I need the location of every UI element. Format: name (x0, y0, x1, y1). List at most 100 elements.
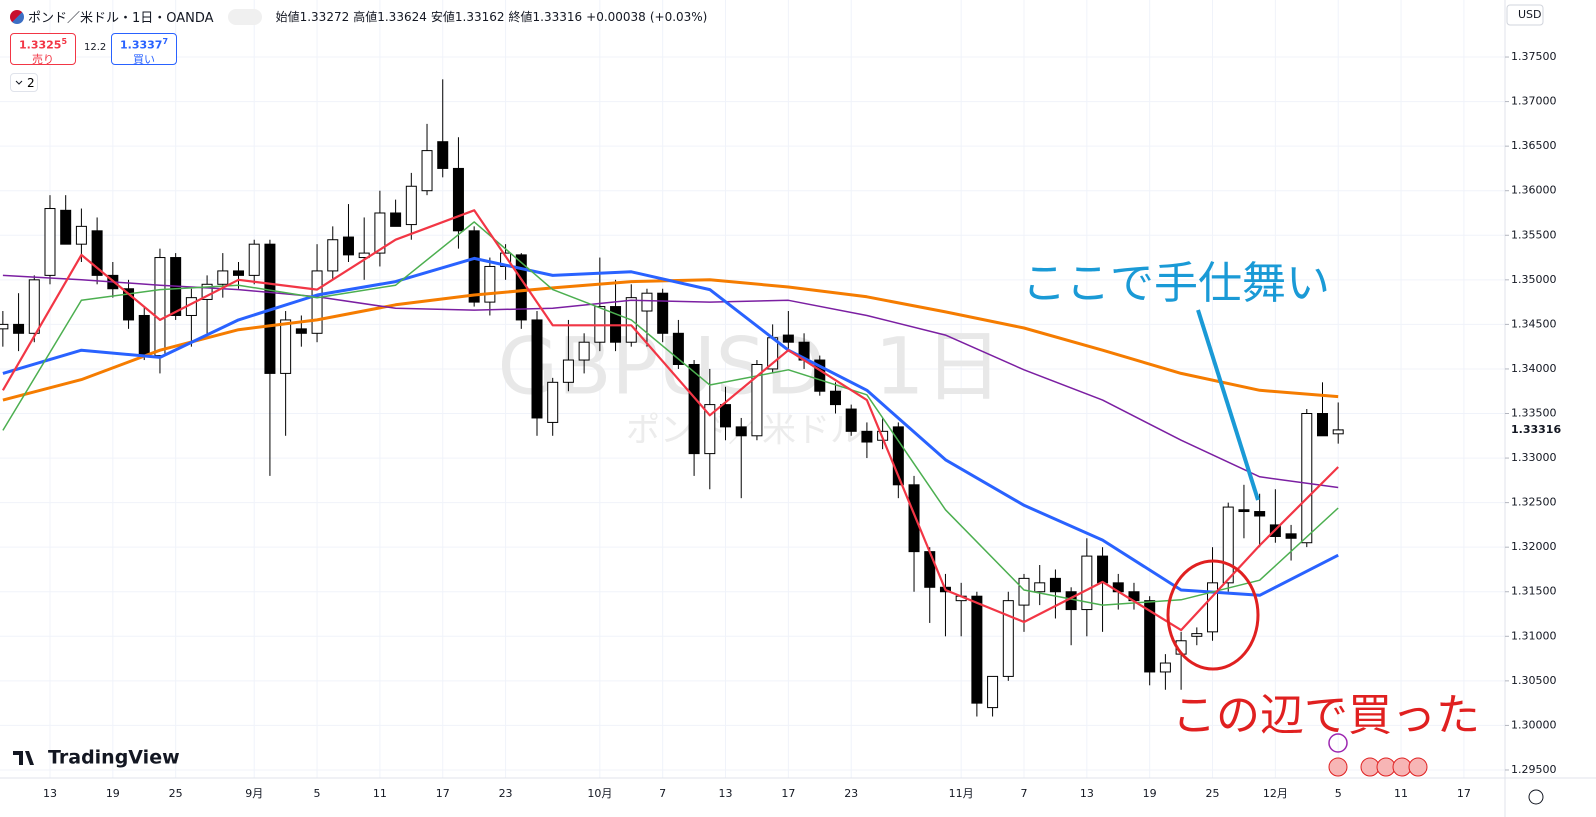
annotation-exit: ここで手仕舞い (1022, 258, 1330, 309)
candle-body (1144, 600, 1156, 673)
y-tick-label: 1.30000 (1511, 718, 1557, 731)
candle-body (91, 230, 103, 276)
candle-body (908, 484, 920, 553)
y-tick-label: 1.33000 (1511, 451, 1557, 464)
y-tick-label: 1.32500 (1511, 496, 1557, 509)
logo: TradingView (13, 747, 180, 769)
moving-average (1, 209, 1339, 632)
candle-body (0, 323, 9, 330)
candle-body (123, 288, 135, 321)
last-price-box (1506, 421, 1564, 438)
currency-button[interactable] (1506, 4, 1544, 26)
x-tick-label: 7 (1021, 787, 1028, 800)
event-flag[interactable] (1360, 757, 1380, 777)
moving-average (2, 274, 1339, 489)
sell-label: 売り (32, 52, 54, 66)
y-tick-label: 1.34500 (1511, 317, 1557, 330)
symbol-title: ポンド／米ドル・1日・OANDA (28, 11, 214, 26)
candle-body (233, 270, 245, 276)
x-tick-label: 13 (43, 787, 57, 800)
y-tick-label: 1.35500 (1511, 228, 1557, 241)
x-tick-label: 11月 (949, 787, 974, 800)
sell-price: 1.3325 (18, 38, 62, 52)
candle-body (390, 212, 402, 227)
low-value: 1.33162 (454, 9, 505, 24)
candle-body (814, 359, 826, 392)
candle-body (1254, 511, 1266, 517)
candle-body (311, 270, 323, 334)
candle-body (1002, 600, 1014, 677)
status-pill (227, 8, 262, 25)
candle-body (421, 150, 433, 192)
watermark-symbol: GBPUSD, 1日 (498, 322, 1003, 412)
high-label: 高値 (353, 10, 378, 24)
event-flag[interactable] (1328, 757, 1348, 777)
candle-body (1316, 413, 1328, 437)
change-pct: (+0.03%) (649, 9, 708, 24)
x-tick-label: 23 (499, 787, 513, 800)
close-value: 1.33316 (532, 9, 583, 24)
buy-button[interactable]: 1.33377 買い (111, 33, 177, 66)
x-tick-label: 7 (659, 787, 666, 800)
candle-body (405, 185, 417, 226)
candle-body (248, 243, 260, 276)
candle-body (924, 551, 936, 588)
brand: TradingView (48, 747, 180, 769)
x-tick-label: 25 (169, 787, 183, 800)
candle-body (704, 404, 716, 455)
candle-body (751, 363, 763, 437)
event-flag[interactable] (1392, 757, 1412, 777)
annotation-entry: この辺で買った (1172, 690, 1480, 741)
chevron (15, 80, 23, 85)
indicators-toggle[interactable]: 2 (10, 73, 38, 92)
event-icon[interactable] (1328, 733, 1348, 753)
candle-body (154, 257, 166, 357)
candle-body (374, 212, 386, 254)
y-tick-label: 1.36000 (1511, 184, 1557, 197)
x-tick-label: 19 (1143, 787, 1157, 800)
event-flag[interactable] (1376, 757, 1396, 777)
candle-body (782, 334, 794, 343)
candle-body (60, 209, 72, 245)
x-tick-label: 17 (781, 787, 795, 800)
candle-body (971, 595, 983, 704)
candle-body (327, 239, 339, 272)
header: ポンド／米ドル・1日・OANDA 始値 1.33272 高値 1.33624 安値 1… (10, 7, 707, 26)
x-tick-label: 10月 (587, 787, 612, 800)
candle-body (342, 236, 354, 256)
candle-body (672, 332, 684, 365)
candle-body (484, 265, 496, 303)
candle-body (892, 426, 904, 486)
y-tick-label: 1.33500 (1511, 407, 1557, 420)
x-tick-label: 13 (719, 787, 733, 800)
candle-body (13, 323, 25, 334)
last-price-label: 1.33316 (1511, 423, 1561, 436)
sell-pip: 5 (61, 37, 68, 46)
candle-body (1049, 577, 1061, 593)
change: +0.00038 (586, 9, 646, 24)
moving-average (2, 256, 1339, 597)
y-tick-label: 1.31500 (1511, 585, 1557, 598)
candle-body (1097, 555, 1109, 584)
y-tick-label: 1.32000 (1511, 540, 1557, 553)
candle-body (1207, 582, 1219, 633)
sell-button[interactable]: 1.33255 売り (10, 33, 76, 66)
candle-body (452, 167, 464, 232)
x-tick-label: 5 (1335, 787, 1342, 800)
candle-body (861, 430, 873, 443)
candle-body (1332, 429, 1344, 435)
spread: 12.2 (84, 42, 107, 53)
buy-pip: 7 (162, 37, 169, 46)
y-tick-label: 1.34000 (1511, 362, 1557, 375)
candle-body (531, 319, 543, 419)
buy-label: 買い (133, 52, 155, 66)
candle-body (578, 341, 590, 361)
candle-body (437, 141, 449, 169)
event-flag[interactable] (1408, 757, 1428, 777)
candle-body (217, 270, 229, 285)
y-tick-label: 1.37000 (1511, 95, 1557, 108)
y-tick-label: 1.31000 (1511, 629, 1557, 642)
settings-button[interactable] (1528, 789, 1544, 805)
y-tick-label: 1.37500 (1511, 50, 1557, 63)
